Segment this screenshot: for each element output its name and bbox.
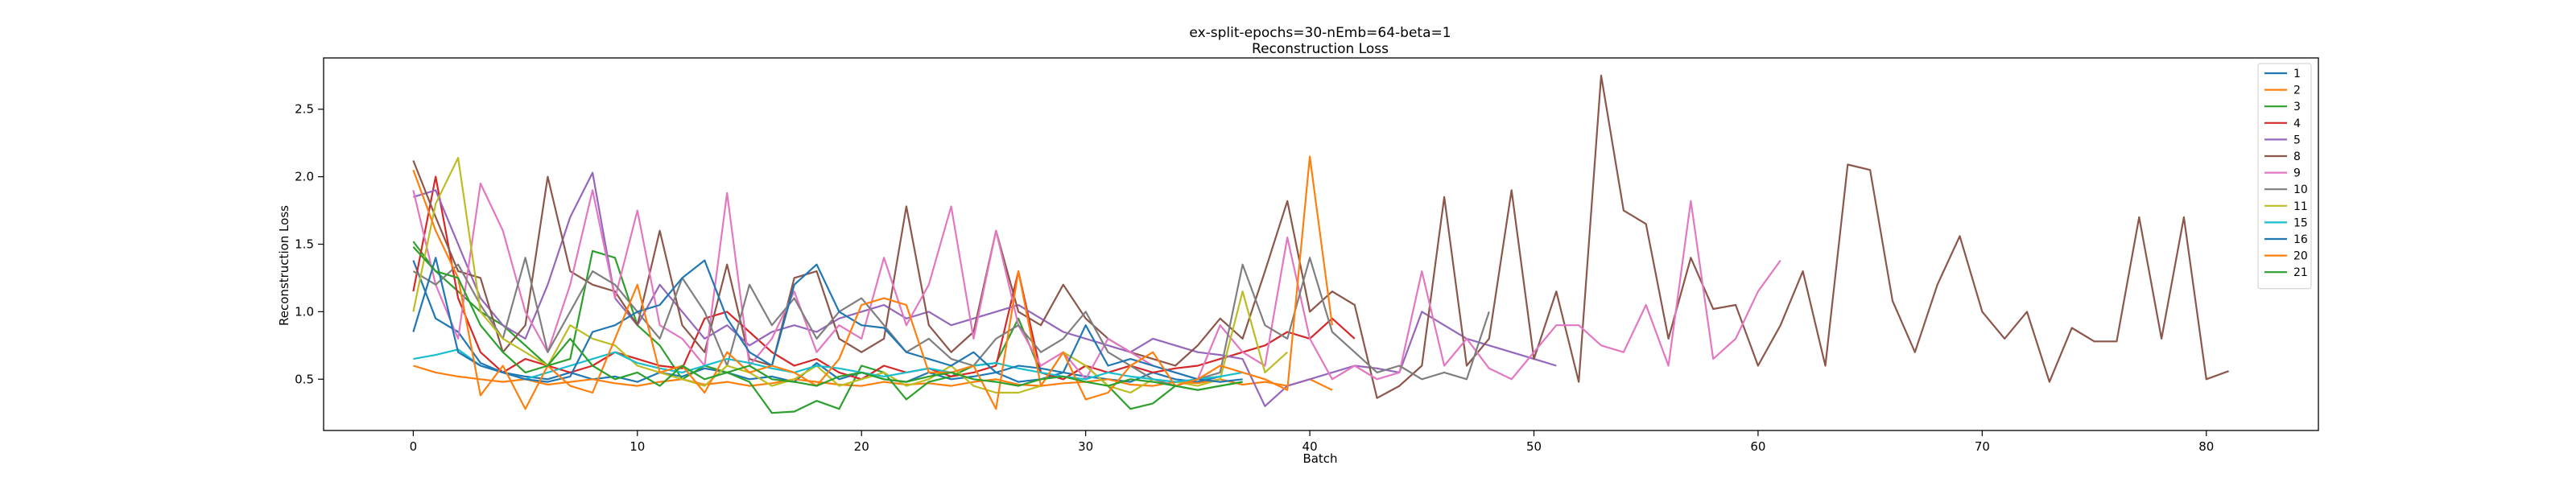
x-tick-label: 40 [1302,439,1318,454]
legend-label-4: 4 [2293,117,2301,130]
series-line-3 [412,241,1243,414]
legend-label-20: 20 [2293,250,2308,263]
x-tick-label: 20 [854,439,869,454]
legend-label-5: 5 [2293,134,2301,146]
x-tick-label: 10 [630,439,645,454]
legend-label-1: 1 [2293,68,2301,80]
y-tick-label: 2.5 [295,102,314,117]
series-lines [412,74,2229,414]
series-line-15 [413,348,1243,383]
legend-label-11: 11 [2293,200,2308,213]
x-axis-label: Batch [1302,451,1337,466]
series-line-20 [412,155,1333,410]
x-tick-label: 70 [1975,439,1990,454]
series-line-9 [412,182,1781,381]
x-tick-label: 0 [410,439,418,454]
series-line-5 [413,171,1557,407]
x-tick-label: 80 [2198,439,2214,454]
legend-label-3: 3 [2293,101,2301,113]
legend-label-8: 8 [2293,150,2301,163]
x-tick-label: 60 [1750,439,1765,454]
axes: 0 10 20 30 40 50 60 70 80 0.5 1.0 1.5 2.0 2.5 [295,57,2319,454]
y-tick-label: 2.0 [295,170,314,184]
chart-subtitle: Reconstruction Loss [1252,41,1389,57]
legend-label-16: 16 [2293,233,2308,246]
series-line-16 [412,257,1243,383]
series-line-11 [412,157,1288,394]
series-line-21 [412,246,1243,391]
y-tick-label: 0.5 [295,372,314,386]
x-tick-label: 50 [1526,439,1542,454]
legend-label-21: 21 [2293,266,2308,279]
chart-title: ex-split-epochs=30-nEmb=64-beta=1 [1189,25,1451,41]
legend-label-10: 10 [2293,183,2308,196]
series-line-10 [412,257,1490,387]
legend-box [2257,63,2312,290]
legend-label-9: 9 [2293,167,2301,180]
legend-label-2: 2 [2293,84,2301,97]
legend: 1 2 3 4 5 8 9 10 11 15 16 20 21 [2257,63,2312,290]
series-line-8 [412,74,2229,399]
y-axis-label: Reconstruction Loss [277,205,291,326]
x-tick-label: 30 [1078,439,1093,454]
series-line-4 [412,175,1356,381]
series-line-1 [412,260,1220,383]
legend-label-15: 15 [2293,216,2308,229]
y-tick-label: 1.0 [295,304,314,319]
y-tick-label: 1.5 [295,237,314,252]
